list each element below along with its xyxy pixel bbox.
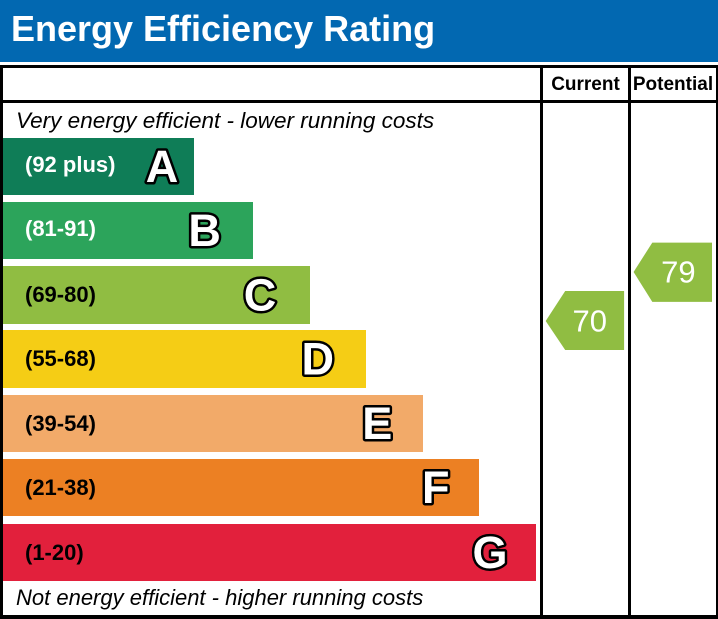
svg-text:C: C (244, 269, 277, 320)
svg-text:E: E (362, 398, 392, 449)
svg-text:70: 70 (573, 303, 607, 338)
svg-text:F: F (422, 462, 450, 513)
svg-text:B: B (188, 205, 221, 256)
svg-text:D: D (301, 334, 334, 385)
svg-text:A: A (146, 141, 179, 192)
svg-text:G: G (472, 527, 507, 578)
svg-text:79: 79 (661, 254, 695, 289)
